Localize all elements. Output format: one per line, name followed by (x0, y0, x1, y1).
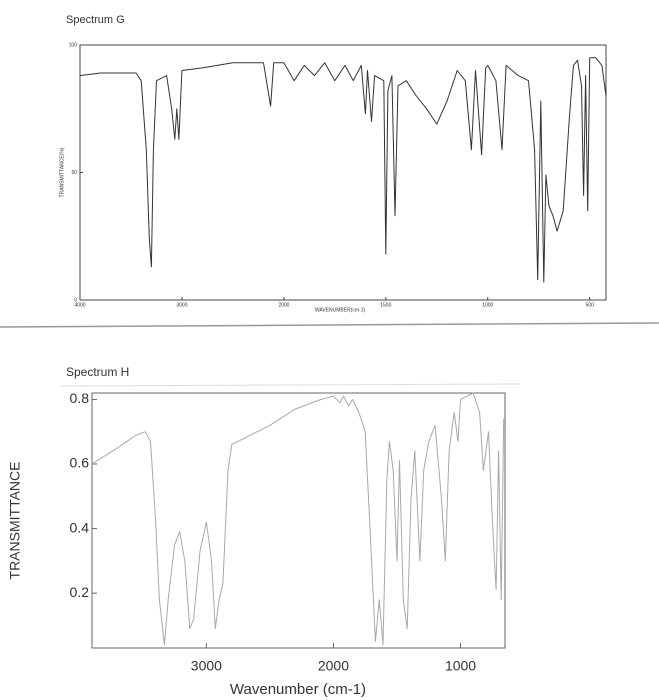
x-axis-label: Wavenumber (cm-1) (230, 681, 366, 698)
x-tick-label: 3000 (191, 658, 222, 674)
chart-title: Spectrum G (66, 14, 125, 26)
y-axis-label: TRANSMITTANCE (7, 462, 23, 580)
separator (0, 322, 659, 328)
plot-frame (91, 392, 506, 649)
x-tick-label: 4000 (74, 302, 85, 308)
y-tick-label: 50 (71, 170, 77, 176)
y-axis-label: TRANSMITTANCE(%) (59, 147, 65, 197)
y-tick-label: 0.2 (70, 584, 90, 600)
y-tick-label: 0.4 (70, 519, 90, 535)
x-tick-label: 2000 (278, 302, 289, 308)
x-tick-label: 1000 (445, 658, 476, 674)
x-tick-label: 3000 (176, 302, 187, 308)
x-tick-label: 1000 (482, 302, 493, 308)
y-tick-label: 100 (69, 42, 78, 48)
x-tick-label: 1500 (380, 302, 391, 308)
spectrum-line (91, 392, 505, 646)
y-tick-label: 0.8 (70, 390, 90, 406)
spectrum-line (79, 57, 607, 283)
x-tick-label: 500 (586, 302, 595, 308)
x-tick-label: 2000 (318, 658, 349, 674)
separator (59, 383, 521, 387)
chart-title: Spectrum H (66, 365, 129, 379)
y-tick-label: 0.6 (70, 455, 90, 471)
plot-frame (79, 44, 607, 301)
y-tick-label: 0 (74, 297, 77, 303)
x-axis-label: WAVENUMBER(cm-1) (315, 307, 366, 313)
